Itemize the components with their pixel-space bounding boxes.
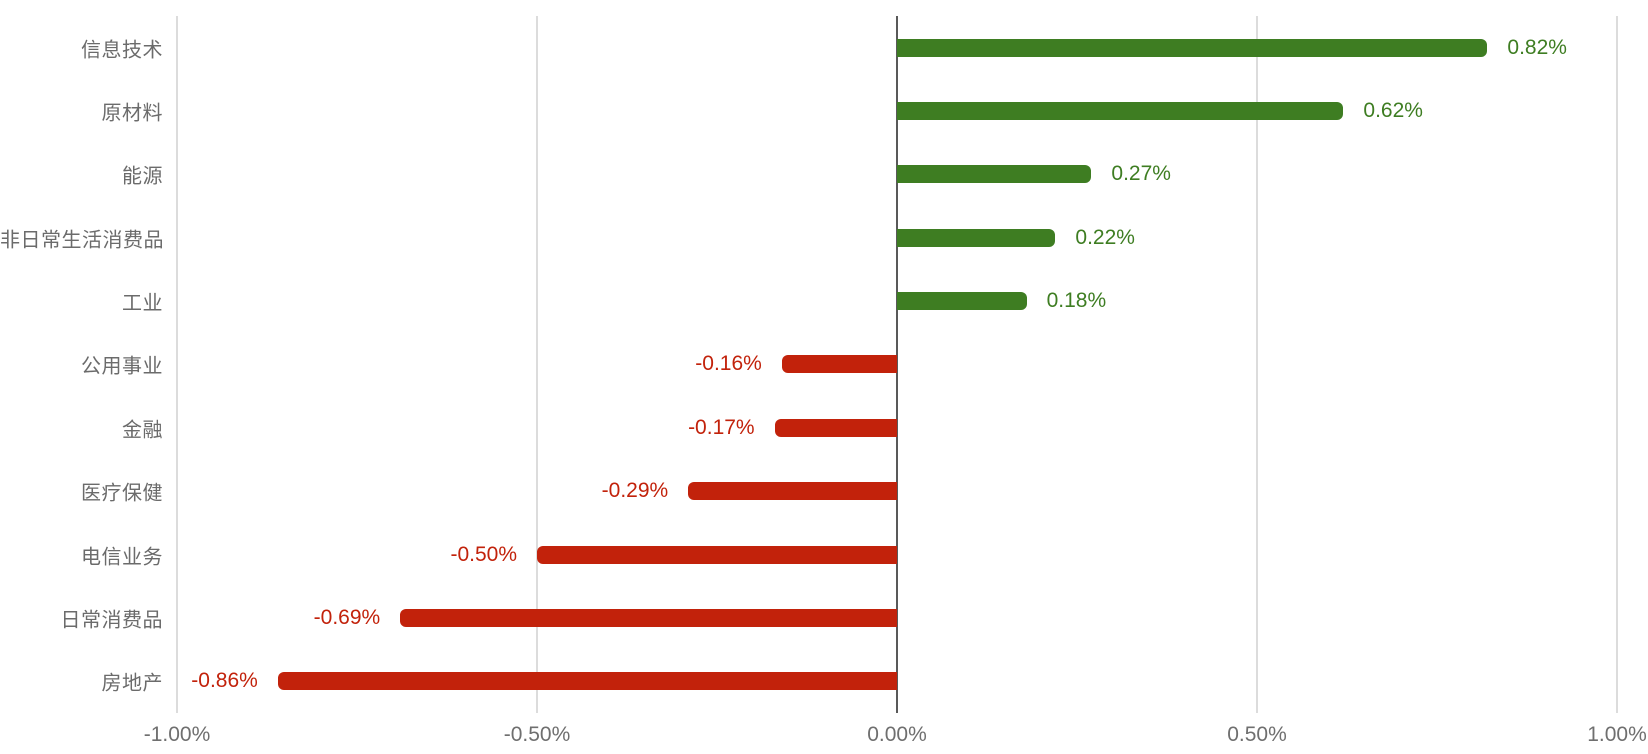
negative-bar: [537, 545, 897, 564]
gridline: [176, 16, 178, 713]
chart-row: 医疗保健 -0.29%: [81, 460, 1617, 523]
value-label: 0.82%: [1507, 35, 1567, 59]
chart-row: 原材料 0.62%: [102, 79, 1617, 142]
value-label: -0.29%: [601, 479, 669, 503]
x-tick-label: 0.50%: [1227, 723, 1287, 746]
negative-bar: [688, 482, 897, 501]
x-axis: -1.00% -0.50% 0.00% 0.50% 1.00%: [144, 723, 1647, 753]
value-label: -0.50%: [450, 542, 517, 566]
chart-row: 房地产 -0.86%: [102, 650, 1617, 713]
positive-bar: [897, 228, 1056, 247]
value-label: -0.69%: [313, 605, 381, 629]
positive-bar: [897, 292, 1027, 311]
category-label: 原材料: [101, 102, 163, 125]
gridline: [1256, 16, 1258, 713]
chart-row: 非日常生活消费品 0.22%: [0, 206, 1617, 269]
category-label: 房地产: [101, 672, 163, 695]
chart-row: 公用事业 -0.16%: [81, 333, 1617, 396]
x-tick-label: -0.50%: [503, 723, 571, 746]
chart-row: 信息技术 0.82%: [81, 16, 1617, 79]
category-label: 非日常生活消费品: [0, 229, 164, 252]
value-label: -0.16%: [695, 352, 762, 376]
zero-axis-line: [896, 16, 898, 713]
chart-row: 工业 0.18%: [122, 269, 1617, 332]
value-label: -0.17%: [688, 415, 755, 439]
category-label: 金融: [122, 419, 163, 442]
gridline: [1616, 16, 1618, 713]
category-label: 医疗保健: [81, 482, 163, 505]
plot-area: 信息技术 0.82% 原材料 0.62% 能源 0.27% 非日常生活消费品 0.22% 工业 0…: [0, 16, 1618, 713]
gridline: [536, 16, 538, 713]
x-tick-label: 1.00%: [1587, 723, 1647, 746]
category-label: 电信业务: [81, 546, 163, 569]
positive-bar: [897, 102, 1344, 121]
x-tick-label: -1.00%: [143, 723, 211, 746]
negative-bar: [774, 418, 897, 437]
negative-bar: [277, 672, 897, 691]
negative-bar: [781, 355, 897, 374]
chart-row: 日常消费品 -0.69%: [61, 586, 1617, 649]
category-label: 公用事业: [81, 355, 163, 378]
chart-row: 能源 0.27%: [122, 143, 1617, 206]
value-label: 0.62%: [1363, 99, 1423, 123]
chart-row: 金融 -0.17%: [122, 396, 1617, 459]
positive-bar: [897, 38, 1488, 57]
negative-bar: [400, 608, 897, 627]
chart-row: 电信业务 -0.50%: [81, 523, 1617, 586]
category-label: 能源: [122, 165, 163, 188]
value-label: 0.22%: [1075, 225, 1135, 249]
value-label: 0.18%: [1046, 289, 1107, 313]
x-tick-label: 0.00%: [867, 723, 927, 746]
positive-bar: [897, 165, 1092, 184]
value-label: 0.27%: [1111, 162, 1171, 186]
category-label: 工业: [122, 292, 163, 315]
category-label: 信息技术: [81, 39, 163, 62]
category-label: 日常消费品: [60, 609, 163, 632]
value-label: -0.86%: [191, 669, 258, 693]
